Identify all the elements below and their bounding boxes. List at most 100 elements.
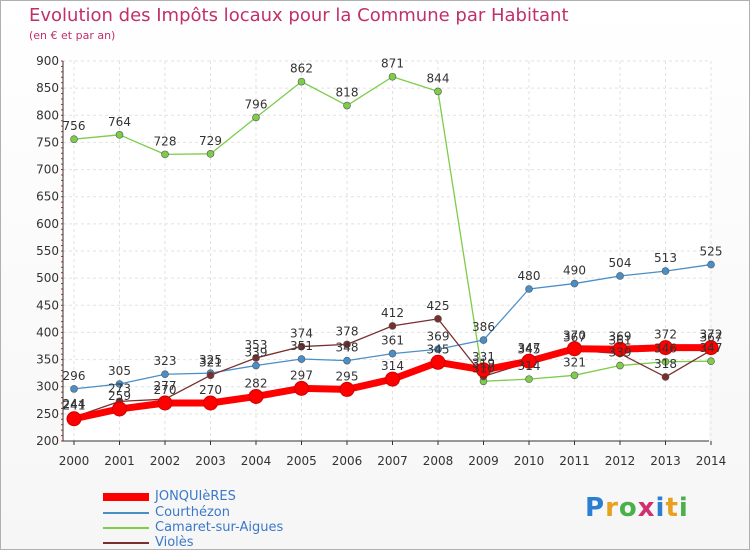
data-label-jonqui-res: 331 bbox=[472, 350, 495, 364]
y-tick-label: 750 bbox=[36, 135, 59, 149]
chart-subtitle: (en € et par an) bbox=[29, 29, 116, 42]
data-label-viol-s: 425 bbox=[427, 299, 450, 313]
data-point-camaret-sur-aigues bbox=[525, 375, 533, 383]
x-tick-label: 2001 bbox=[104, 454, 135, 468]
data-point-viol-s bbox=[434, 315, 442, 323]
data-point-viol-s bbox=[206, 371, 215, 380]
data-point-courth-zon bbox=[297, 355, 306, 363]
data-label-jonqui-res: 270 bbox=[199, 383, 222, 397]
data-point-courth-zon bbox=[252, 361, 260, 370]
data-label-camaret-sur-aigues: 871 bbox=[381, 57, 404, 71]
data-label-jonqui-res: 295 bbox=[336, 369, 359, 383]
data-point-jonqui-res bbox=[658, 340, 673, 356]
data-label-courth-zon: 361 bbox=[381, 334, 404, 348]
proxiti-logo: Proxiti bbox=[585, 493, 689, 523]
data-label-viol-s: 273 bbox=[108, 381, 131, 395]
data-label-courth-zon: 386 bbox=[472, 320, 495, 334]
data-point-camaret-sur-aigues bbox=[434, 87, 442, 96]
data-label-jonqui-res: 347 bbox=[518, 341, 541, 355]
data-point-camaret-sur-aigues bbox=[388, 72, 397, 81]
data-label-viol-s: 244 bbox=[63, 397, 86, 411]
y-tick-label: 500 bbox=[36, 271, 59, 285]
data-label-viol-s: 361 bbox=[609, 334, 632, 348]
data-label-courth-zon: 504 bbox=[609, 256, 632, 270]
data-point-jonqui-res bbox=[66, 411, 82, 427]
data-point-jonqui-res bbox=[248, 388, 264, 404]
y-tick-label: 300 bbox=[36, 380, 59, 394]
data-label-jonqui-res: 372 bbox=[700, 328, 723, 342]
data-label-camaret-sur-aigues: 346 bbox=[654, 342, 677, 356]
data-label-camaret-sur-aigues: 310 bbox=[472, 361, 495, 375]
x-tick-label: 2012 bbox=[605, 454, 636, 468]
data-label-camaret-sur-aigues: 796 bbox=[245, 97, 268, 111]
legend-swatch bbox=[103, 493, 149, 501]
data-point-jonqui-res bbox=[612, 341, 628, 357]
data-label-courth-zon: 513 bbox=[654, 251, 677, 265]
data-label-courth-zon: 339 bbox=[245, 346, 268, 360]
data-label-camaret-sur-aigues: 728 bbox=[154, 134, 177, 148]
data-point-courth-zon bbox=[570, 279, 579, 288]
data-point-jonqui-res bbox=[703, 340, 719, 356]
data-label-courth-zon: 480 bbox=[518, 269, 541, 283]
y-tick-label: 850 bbox=[36, 81, 59, 95]
data-point-camaret-sur-aigues bbox=[252, 113, 260, 122]
y-tick-label: 900 bbox=[36, 54, 59, 68]
data-label-viol-s: 374 bbox=[290, 327, 313, 341]
data-label-camaret-sur-aigues: 862 bbox=[290, 62, 313, 76]
data-label-camaret-sur-aigues: 314 bbox=[518, 359, 541, 373]
data-point-camaret-sur-aigues bbox=[707, 357, 715, 366]
data-label-viol-s: 321 bbox=[199, 355, 222, 369]
x-tick-label: 2002 bbox=[150, 454, 181, 468]
data-point-courth-zon bbox=[479, 336, 488, 344]
data-point-viol-s bbox=[388, 322, 397, 330]
data-label-jonqui-res: 314 bbox=[381, 359, 404, 373]
data-point-courth-zon bbox=[616, 272, 624, 280]
x-tick-label: 2010 bbox=[514, 454, 545, 468]
data-label-viol-s: 318 bbox=[654, 357, 677, 371]
data-point-jonqui-res bbox=[521, 353, 537, 369]
data-label-camaret-sur-aigues: 339 bbox=[609, 346, 632, 360]
data-point-courth-zon bbox=[525, 285, 533, 293]
data-label-viol-s: 353 bbox=[245, 338, 268, 352]
data-point-viol-s bbox=[343, 340, 351, 349]
data-label-courth-zon: 490 bbox=[563, 264, 586, 278]
legend-swatch bbox=[103, 542, 149, 544]
data-label-courth-zon: 323 bbox=[154, 354, 177, 368]
data-label-courth-zon: 325 bbox=[199, 353, 222, 367]
data-label-viol-s: 345 bbox=[518, 342, 541, 356]
legend-label: Violès bbox=[155, 535, 194, 550]
legend-label: JONQUIèRES bbox=[155, 489, 236, 504]
data-point-courth-zon bbox=[70, 385, 78, 393]
data-label-camaret-sur-aigues: 729 bbox=[199, 134, 222, 148]
data-label-viol-s: 277 bbox=[154, 379, 177, 393]
axes: 200 250 300 350 400 450 500 550 600 650 700 750 800 8… bbox=[36, 54, 726, 468]
y-tick-label: 550 bbox=[36, 244, 59, 258]
data-label-camaret-sur-aigues: 764 bbox=[108, 115, 131, 129]
data-point-camaret-sur-aigues bbox=[161, 150, 169, 159]
data-point-jonqui-res bbox=[112, 401, 127, 417]
data-point-courth-zon bbox=[343, 356, 351, 365]
x-tick-label: 2005 bbox=[286, 454, 317, 468]
data-label-viol-s: 412 bbox=[381, 306, 404, 320]
data-point-jonqui-res bbox=[157, 395, 173, 411]
data-label-courth-zon: 369 bbox=[427, 329, 450, 343]
data-point-viol-s bbox=[252, 354, 260, 362]
data-label-jonqui-res: 259 bbox=[108, 389, 131, 403]
data-point-viol-s bbox=[661, 373, 670, 381]
x-tick-label: 2006 bbox=[332, 454, 363, 468]
data-label-camaret-sur-aigues: 756 bbox=[63, 119, 86, 133]
data-label-courth-zon: 351 bbox=[290, 339, 313, 353]
data-label-jonqui-res: 297 bbox=[290, 368, 313, 382]
data-label-viol-s: 367 bbox=[700, 330, 723, 344]
data-point-courth-zon bbox=[161, 370, 169, 379]
data-point-camaret-sur-aigues bbox=[70, 135, 78, 143]
data-label-jonqui-res: 345 bbox=[427, 342, 450, 356]
data-label-camaret-sur-aigues: 818 bbox=[336, 86, 359, 100]
x-tick-label: 2004 bbox=[241, 454, 272, 468]
x-tick-label: 2007 bbox=[377, 454, 408, 468]
data-points bbox=[66, 72, 719, 427]
y-tick-label: 700 bbox=[36, 163, 59, 177]
